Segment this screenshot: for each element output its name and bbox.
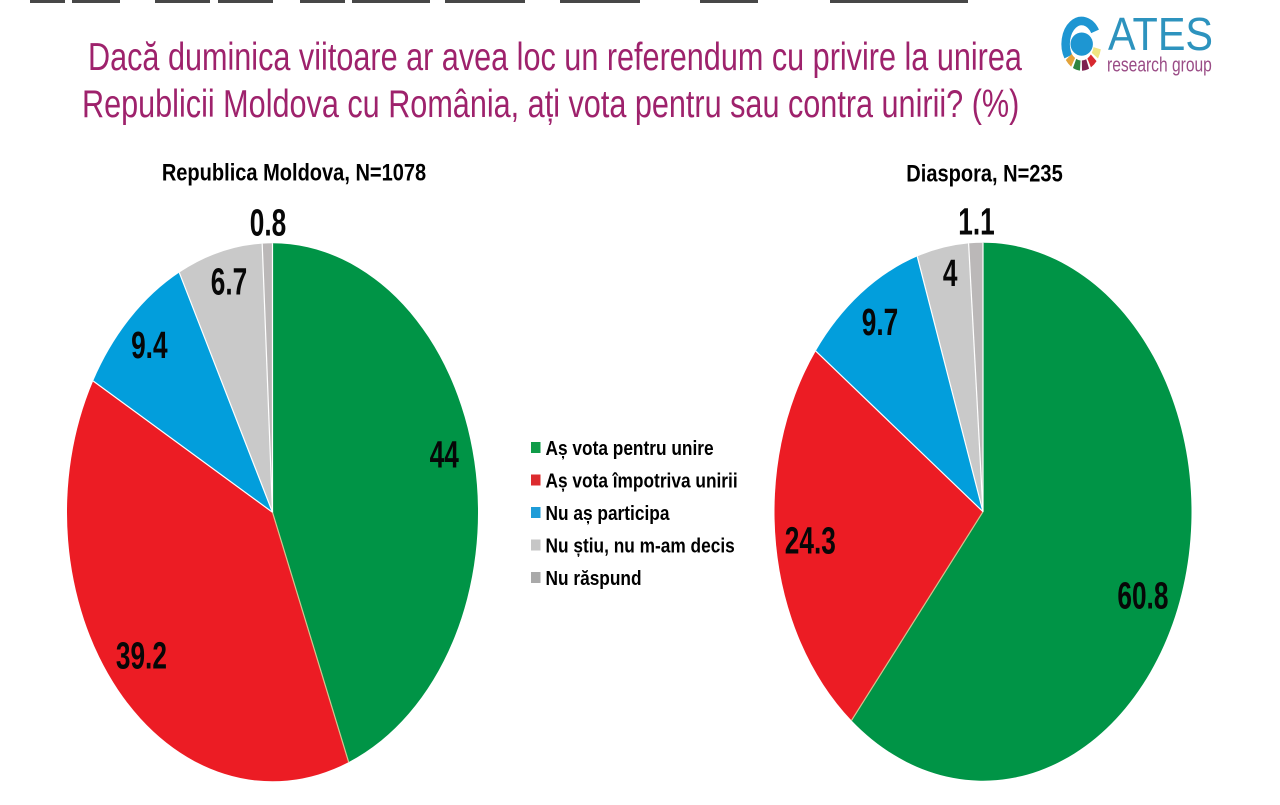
svg-text:39.2: 39.2 (116, 633, 167, 676)
svg-text:ATES: ATES (1108, 9, 1213, 61)
svg-text:Aș vota pentru unire: Aș vota pentru unire (546, 437, 714, 459)
svg-text:Republica Moldova, N=1078: Republica Moldova, N=1078 (162, 159, 426, 186)
svg-text:Nu aș participa: Nu aș participa (546, 502, 671, 524)
svg-text:9.7: 9.7 (862, 300, 898, 343)
svg-text:Dacă duminica viitoare ar avea: Dacă duminica viitoare ar avea loc un re… (88, 36, 1022, 79)
svg-text:24.3: 24.3 (785, 519, 836, 562)
svg-text:Republicii Moldova cu România,: Republicii Moldova cu România, ați vota … (82, 83, 1019, 126)
svg-text:0.8: 0.8 (250, 200, 286, 243)
svg-text:4: 4 (943, 251, 958, 294)
svg-text:60.8: 60.8 (1117, 573, 1168, 616)
svg-text:Aș vota împotriva unirii: Aș vota împotriva unirii (546, 469, 738, 491)
svg-text:9.4: 9.4 (131, 323, 167, 366)
svg-text:Nu răspund: Nu răspund (546, 567, 642, 589)
svg-text:Diaspora, N=235: Diaspora, N=235 (906, 160, 1062, 187)
svg-text:Nu știu, nu m-am decis: Nu știu, nu m-am decis (546, 534, 735, 556)
svg-text:44: 44 (430, 433, 459, 476)
svg-text:1.1: 1.1 (958, 200, 994, 243)
svg-text:research group: research group (1107, 54, 1212, 76)
svg-text:6.7: 6.7 (211, 259, 247, 302)
